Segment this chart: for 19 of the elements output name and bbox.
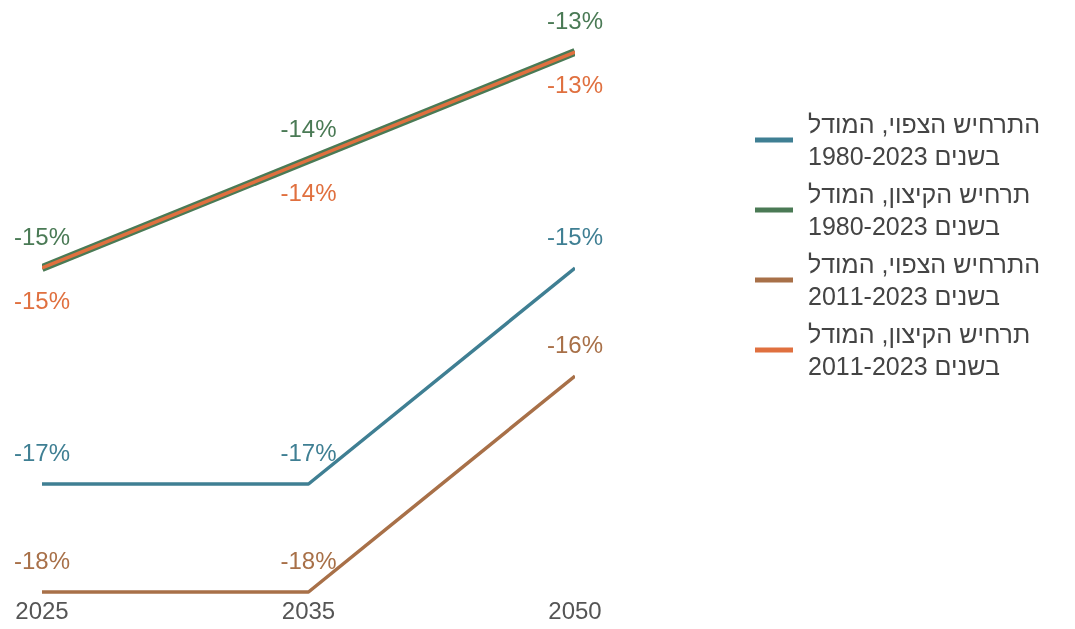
data-label: -14% [280,178,337,206]
x-tick-label: 2035 [281,597,336,625]
data-label: -15% [13,286,71,314]
data-label: -14% [280,114,337,142]
legend-label: תרחיש הקיצון, המודל בשנים 1980-2023 [808,179,1032,242]
x-tick-label: 2025 [15,597,69,625]
data-label: -13% [546,70,604,98]
data-label: -16% [546,330,604,358]
legend-label: התרחיש הצפוי, המודל בשנים 2011-2023 [808,249,1042,312]
legend-label: התרחיש הצפוי, המודל בשנים 1980-2023 [808,109,1042,172]
data-label: -18% [13,546,71,574]
data-label: -17% [13,438,71,466]
legend-label: תרחיש הקיצון, המודל בשנים 2011-2023 [808,319,1032,382]
data-label: -15% [13,222,71,250]
data-label: -15% [546,222,604,250]
x-tick-label: 2050 [548,597,602,625]
data-label: -13% [546,6,604,34]
data-label: -17% [280,438,337,466]
data-label: -18% [280,546,337,574]
